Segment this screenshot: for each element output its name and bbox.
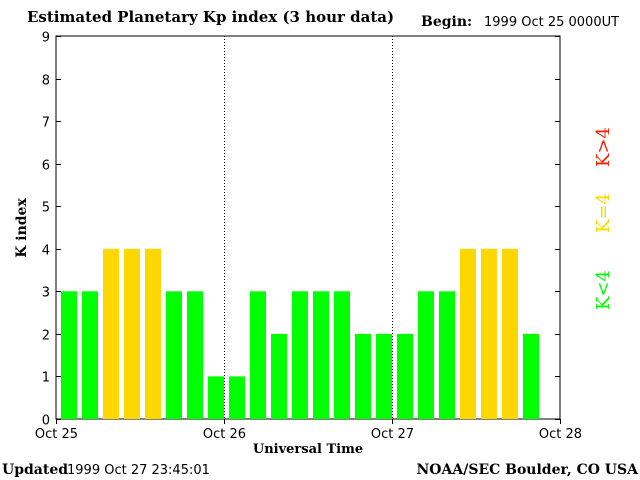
y-tick-label: 2	[42, 329, 50, 344]
kp-bar	[250, 291, 266, 419]
y-tick-label: 8	[42, 74, 50, 89]
x-axis-ticks: Oct 25 Oct 26 Oct 27 Oct 28	[35, 419, 582, 442]
y-tick-label: 0	[42, 414, 50, 429]
y-tick-label: 9	[42, 31, 50, 46]
y-axis-ticks: 0 1 2 3 4 5 6 7 8 9	[42, 31, 560, 429]
y-tick-label: 4	[42, 244, 50, 259]
updated-label: Updated	[2, 462, 68, 478]
y-axis-label: K index	[14, 198, 30, 258]
source-label: NOAA/SEC Boulder, CO USA	[417, 462, 640, 478]
kp-bar	[208, 376, 224, 419]
begin-label: Begin:	[421, 14, 472, 30]
y-tick-label: 3	[42, 286, 50, 301]
day-dividers	[224, 36, 393, 419]
x-tick-label: Oct 25	[35, 427, 78, 442]
kp-bar	[229, 376, 245, 419]
kp-bar	[523, 333, 539, 419]
updated-value: 1999 Oct 27 23:45:01	[67, 463, 210, 478]
kp-bar	[103, 248, 119, 419]
kp-bar	[397, 333, 413, 419]
kp-bar	[145, 248, 161, 419]
kp-bar	[82, 291, 98, 419]
kp-bar	[460, 248, 476, 419]
x-tick-label: Oct 28	[539, 427, 582, 442]
kp-bar	[502, 248, 518, 419]
plot-area: 0 1 2 3 4 5 6 7 8 9 Oct 25 Oct 26 Oct 27 Oct 28	[35, 31, 582, 443]
y-tick-label: 7	[42, 116, 50, 131]
x-tick-label: Oct 26	[203, 427, 246, 442]
x-axis-label: Universal Time	[253, 442, 363, 457]
kp-bar	[61, 291, 77, 419]
legend-entry: K>4	[593, 127, 614, 167]
kp-bar	[439, 291, 455, 419]
kp-bar	[187, 291, 203, 419]
kp-bar	[481, 248, 497, 419]
kp-bar	[124, 248, 140, 419]
kp-bar	[376, 333, 392, 419]
x-tick-label: Oct 27	[371, 427, 414, 442]
legend-entry: K<4	[593, 270, 614, 310]
chart-title: Estimated Planetary Kp index (3 hour dat…	[27, 8, 394, 26]
legend: K<4 K=4 K>4	[593, 127, 614, 310]
kp-bar	[418, 291, 434, 419]
kp-bar	[166, 291, 182, 419]
kp-bar	[313, 291, 329, 419]
y-tick-label: 6	[42, 159, 50, 174]
kp-bar	[355, 333, 371, 419]
y-tick-label: 5	[42, 201, 50, 216]
kp-bar	[271, 333, 287, 419]
begin-value: 1999 Oct 25 0000UT	[484, 15, 619, 30]
bar-series	[61, 248, 539, 419]
y-tick-label: 1	[42, 371, 50, 386]
kp-bar	[334, 291, 350, 419]
kp-bar	[292, 291, 308, 419]
legend-entry: K=4	[593, 193, 614, 233]
